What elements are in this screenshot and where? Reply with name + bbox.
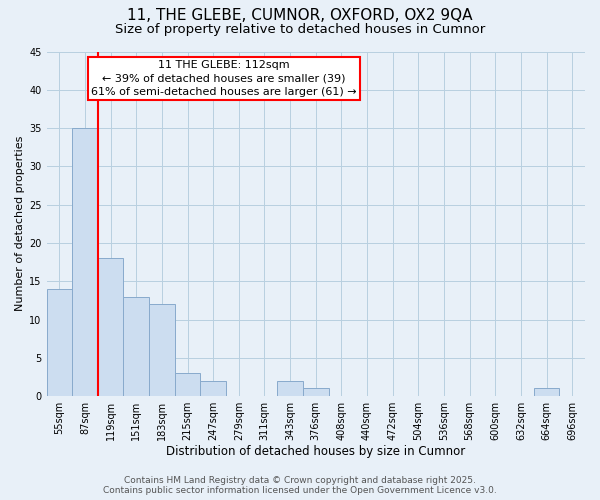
- Bar: [277, 381, 303, 396]
- X-axis label: Distribution of detached houses by size in Cumnor: Distribution of detached houses by size …: [166, 444, 466, 458]
- Bar: [200, 381, 226, 396]
- Text: Size of property relative to detached houses in Cumnor: Size of property relative to detached ho…: [115, 22, 485, 36]
- Bar: [534, 388, 559, 396]
- Text: 11, THE GLEBE, CUMNOR, OXFORD, OX2 9QA: 11, THE GLEBE, CUMNOR, OXFORD, OX2 9QA: [127, 8, 473, 22]
- Bar: [47, 289, 72, 396]
- Text: Contains HM Land Registry data © Crown copyright and database right 2025.
Contai: Contains HM Land Registry data © Crown c…: [103, 476, 497, 495]
- Y-axis label: Number of detached properties: Number of detached properties: [15, 136, 25, 312]
- Bar: [98, 258, 124, 396]
- Bar: [149, 304, 175, 396]
- Bar: [72, 128, 98, 396]
- Bar: [124, 296, 149, 396]
- Bar: [175, 373, 200, 396]
- Bar: [303, 388, 329, 396]
- Text: 11 THE GLEBE: 112sqm
← 39% of detached houses are smaller (39)
61% of semi-detac: 11 THE GLEBE: 112sqm ← 39% of detached h…: [91, 60, 357, 96]
